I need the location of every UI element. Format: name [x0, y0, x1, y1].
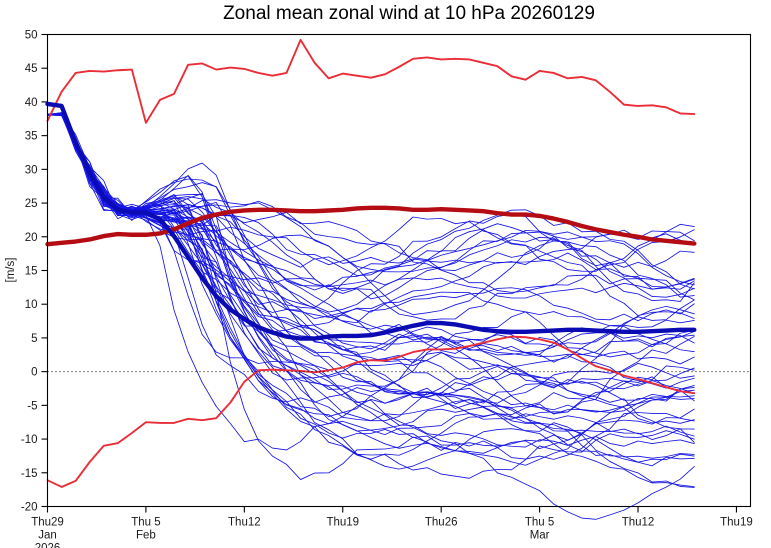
- x-tick-label: Thu 5: [525, 517, 554, 529]
- ensemble-member-line: [47, 113, 695, 488]
- y-tick-label: 15: [25, 266, 38, 278]
- x-tick-label: Thu29: [31, 517, 64, 529]
- y-tick-label: 10: [25, 299, 38, 311]
- x-tick-label: Thu19: [720, 517, 753, 529]
- highlighted-series: [45, 38, 697, 488]
- x-tick-label: Mar: [530, 530, 550, 542]
- series-line: [45, 205, 697, 247]
- ensemble-member-line: [47, 114, 695, 319]
- y-tick-label: -5: [27, 400, 37, 412]
- ensemble-member-line: [47, 114, 695, 422]
- x-tick-label: Thu12: [622, 517, 655, 529]
- series-line: [45, 101, 697, 341]
- y-tick-label: 25: [25, 198, 38, 210]
- series-line: [46, 335, 696, 488]
- ensemble-member-line: [47, 113, 695, 313]
- ensemble-member-line: [47, 112, 695, 447]
- y-tick-label: 50: [25, 30, 38, 42]
- y-tick-label: -15: [21, 468, 38, 480]
- ensemble-member-line: [47, 112, 695, 390]
- y-tick-label: -10: [21, 434, 38, 446]
- y-tick-label: 40: [25, 97, 38, 109]
- x-tick-label: Thu19: [326, 517, 359, 529]
- ensemble-member-line: [47, 113, 695, 448]
- y-tick-label: 0: [31, 367, 37, 379]
- y-tick-label: 5: [31, 333, 37, 345]
- x-tick-label: Thu 5: [131, 517, 160, 529]
- ensemble-member-line: [47, 112, 695, 520]
- y-tick-label: 30: [25, 164, 38, 176]
- x-tick-label: Thu12: [228, 517, 261, 529]
- y-axis-label: [m/s]: [5, 258, 17, 283]
- y-tick-label: 35: [25, 131, 38, 143]
- y-tick-label: 20: [25, 232, 38, 244]
- ensemble-member-line: [47, 113, 695, 389]
- ensemble-member-line: [47, 113, 695, 299]
- ensemble-member-line: [47, 114, 695, 470]
- x-tick-label: Thu26: [425, 517, 458, 529]
- x-tick-label: 2026: [35, 543, 61, 548]
- x-tick-label: Feb: [136, 530, 156, 542]
- ensemble-member-line: [47, 114, 695, 308]
- plot-frame: [46, 33, 752, 508]
- ensemble-member-line: [47, 114, 695, 357]
- series-line: [46, 38, 696, 124]
- y-tick-label: 45: [25, 63, 38, 75]
- ensemble-member-line: [47, 114, 695, 293]
- ensemble-member-line: [47, 113, 695, 324]
- ensemble-member-line: [47, 114, 695, 271]
- plot-area: [45, 38, 697, 520]
- ensemble-member-line: [47, 112, 695, 479]
- ensemble-member-line: [47, 113, 695, 350]
- ensemble-member-line: [47, 114, 695, 300]
- chart-title: Zonal mean zonal wind at 10 hPa 20260129: [223, 3, 595, 24]
- x-tick-label: Jan: [38, 530, 57, 542]
- y-tick-label: -20: [21, 502, 38, 514]
